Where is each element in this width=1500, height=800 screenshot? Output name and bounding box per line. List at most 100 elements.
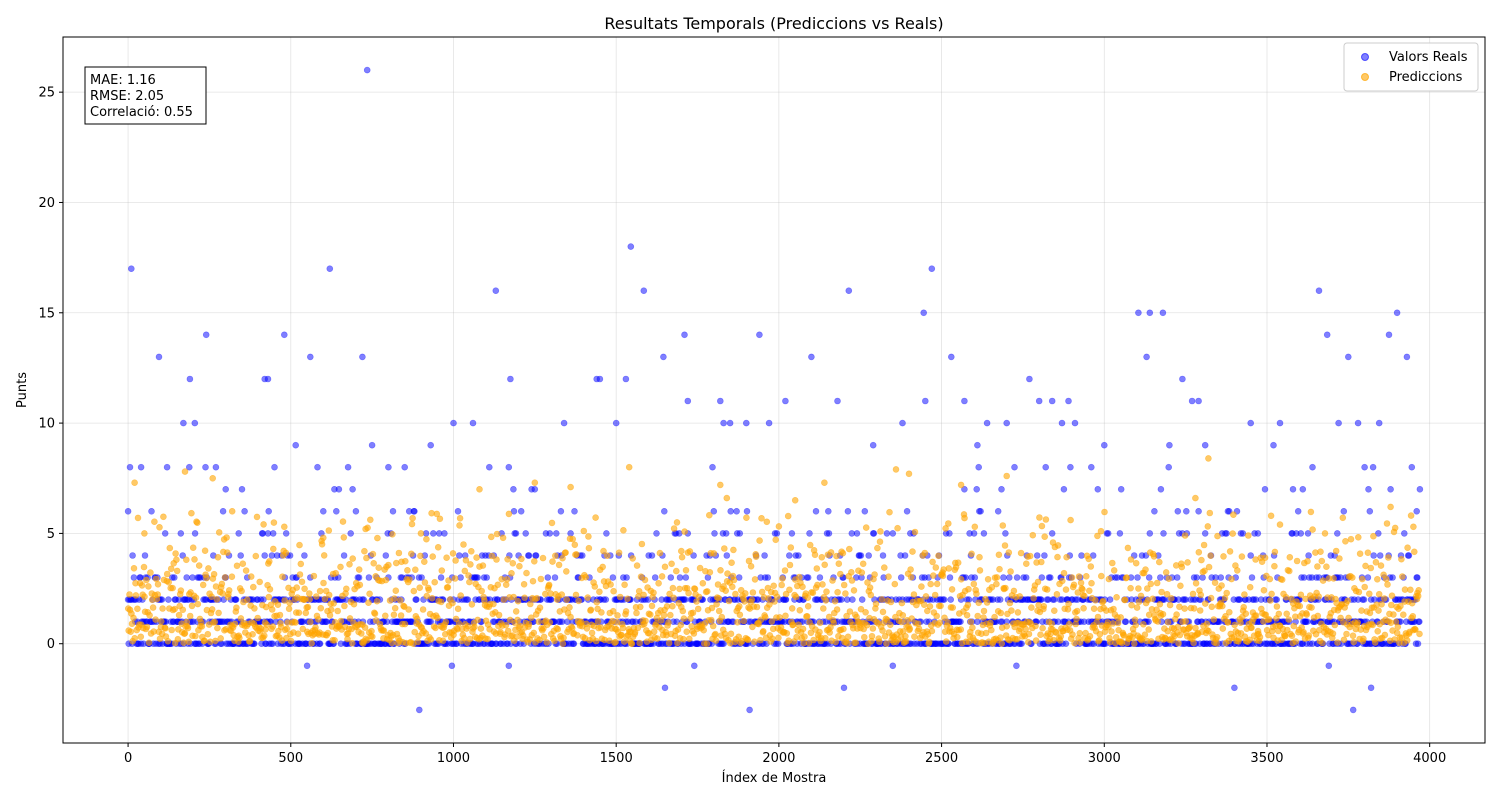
point-prediccions (620, 638, 628, 645)
point-prediccions (1137, 592, 1145, 600)
point-prediccions (1002, 584, 1009, 592)
point-prediccions (468, 601, 476, 608)
point-prediccions (791, 496, 799, 504)
point-prediccions (141, 593, 148, 601)
point-prediccions (1414, 592, 1422, 600)
point-prediccions (712, 637, 720, 644)
point-prediccions (769, 635, 776, 643)
point-valors-reals (1239, 530, 1247, 537)
point-prediccions (953, 633, 961, 641)
point-prediccions (1292, 638, 1299, 645)
point-prediccions (201, 547, 209, 555)
point-prediccions (833, 606, 841, 613)
point-prediccions (831, 597, 839, 605)
point-prediccions (1135, 598, 1143, 606)
point-prediccions (152, 616, 159, 623)
point-prediccions (189, 544, 197, 552)
point-prediccions (705, 511, 713, 519)
point-prediccions (880, 564, 888, 571)
point-prediccions (749, 589, 757, 596)
point-prediccions (1276, 521, 1284, 528)
point-valors-reals (340, 552, 348, 559)
point-prediccions (784, 512, 792, 520)
point-prediccions (713, 600, 720, 608)
point-prediccions (827, 549, 835, 556)
point-prediccions (585, 544, 593, 552)
point-valors-reals (1035, 397, 1043, 405)
point-prediccions (1109, 559, 1116, 567)
point-prediccions (1407, 586, 1414, 594)
point-valors-reals (1385, 331, 1393, 339)
point-valors-reals (1188, 397, 1196, 405)
point-prediccions (563, 596, 571, 604)
point-prediccions (1023, 560, 1030, 568)
point-prediccions (146, 611, 153, 619)
point-prediccions (1367, 564, 1375, 572)
point-prediccions (1307, 508, 1315, 516)
point-valors-reals (282, 530, 290, 537)
point-prediccions (1043, 586, 1051, 593)
point-valors-reals (1166, 441, 1173, 449)
point-valors-reals (1405, 552, 1413, 559)
point-prediccions (236, 634, 243, 642)
point-prediccions (420, 558, 428, 566)
point-valors-reals (1309, 463, 1316, 471)
point-prediccions (603, 552, 611, 560)
point-prediccions (957, 575, 965, 583)
point-prediccions (294, 630, 302, 638)
point-prediccions (1237, 619, 1244, 627)
point-valors-reals (344, 463, 352, 471)
point-prediccions (1370, 532, 1377, 540)
point-valors-reals (849, 596, 856, 603)
point-prediccions (615, 549, 623, 557)
point-prediccions (1219, 602, 1226, 610)
point-prediccions (369, 550, 377, 558)
point-prediccions (530, 629, 538, 637)
point-prediccions (821, 479, 828, 487)
point-valors-reals (899, 419, 906, 427)
point-prediccions (551, 637, 558, 645)
point-prediccions (822, 597, 830, 604)
legend-label-prediccions: Prediccions (1389, 70, 1463, 85)
point-prediccions (1132, 559, 1140, 567)
point-prediccions (1077, 579, 1085, 587)
x-tick-label: 1000 (437, 751, 470, 766)
point-prediccions (1219, 625, 1227, 632)
point-prediccions (813, 565, 821, 572)
point-prediccions (1408, 599, 1416, 607)
point-prediccions (756, 537, 763, 544)
point-prediccions (164, 637, 172, 645)
point-prediccions (862, 608, 869, 616)
point-valors-reals (883, 530, 891, 537)
point-valors-reals (191, 419, 199, 427)
point-prediccions (957, 626, 965, 633)
point-prediccions (484, 635, 491, 643)
point-prediccions (836, 570, 844, 578)
point-prediccions (927, 580, 935, 588)
point-valors-reals (355, 574, 363, 581)
point-prediccions (173, 567, 181, 575)
point-prediccions (799, 625, 807, 633)
point-prediccions (1132, 621, 1139, 629)
point-prediccions (680, 635, 687, 643)
point-prediccions (417, 530, 425, 537)
point-prediccions (640, 591, 647, 599)
point-valors-reals (531, 485, 539, 493)
point-prediccions (225, 587, 233, 594)
point-prediccions (1059, 577, 1066, 585)
point-prediccions (1260, 586, 1268, 594)
point-prediccions (879, 627, 886, 634)
point-prediccions (1390, 611, 1397, 618)
point-prediccions (562, 549, 569, 556)
point-prediccions (357, 630, 365, 637)
point-prediccions (467, 547, 475, 555)
point-prediccions (1076, 639, 1084, 646)
point-prediccions (799, 583, 806, 591)
point-prediccions (1234, 567, 1241, 574)
point-valors-reals (141, 552, 149, 559)
point-prediccions (444, 583, 452, 591)
point-valors-reals (510, 485, 517, 493)
point-prediccions (858, 569, 866, 576)
point-prediccions (1135, 585, 1142, 592)
